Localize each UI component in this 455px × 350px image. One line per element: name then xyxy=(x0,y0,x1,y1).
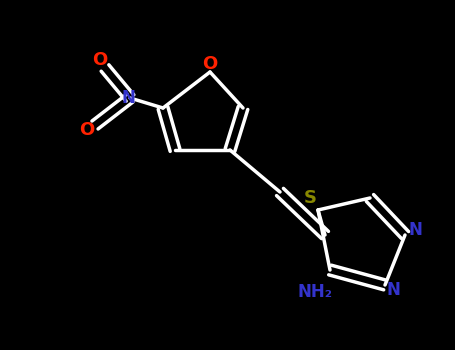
Text: N: N xyxy=(121,89,135,107)
Text: O: O xyxy=(79,121,95,139)
Text: N: N xyxy=(386,281,400,299)
Text: O: O xyxy=(92,51,108,69)
Text: S: S xyxy=(303,189,317,207)
Text: NH₂: NH₂ xyxy=(298,283,333,301)
Text: O: O xyxy=(202,55,217,73)
Text: N: N xyxy=(408,221,422,239)
